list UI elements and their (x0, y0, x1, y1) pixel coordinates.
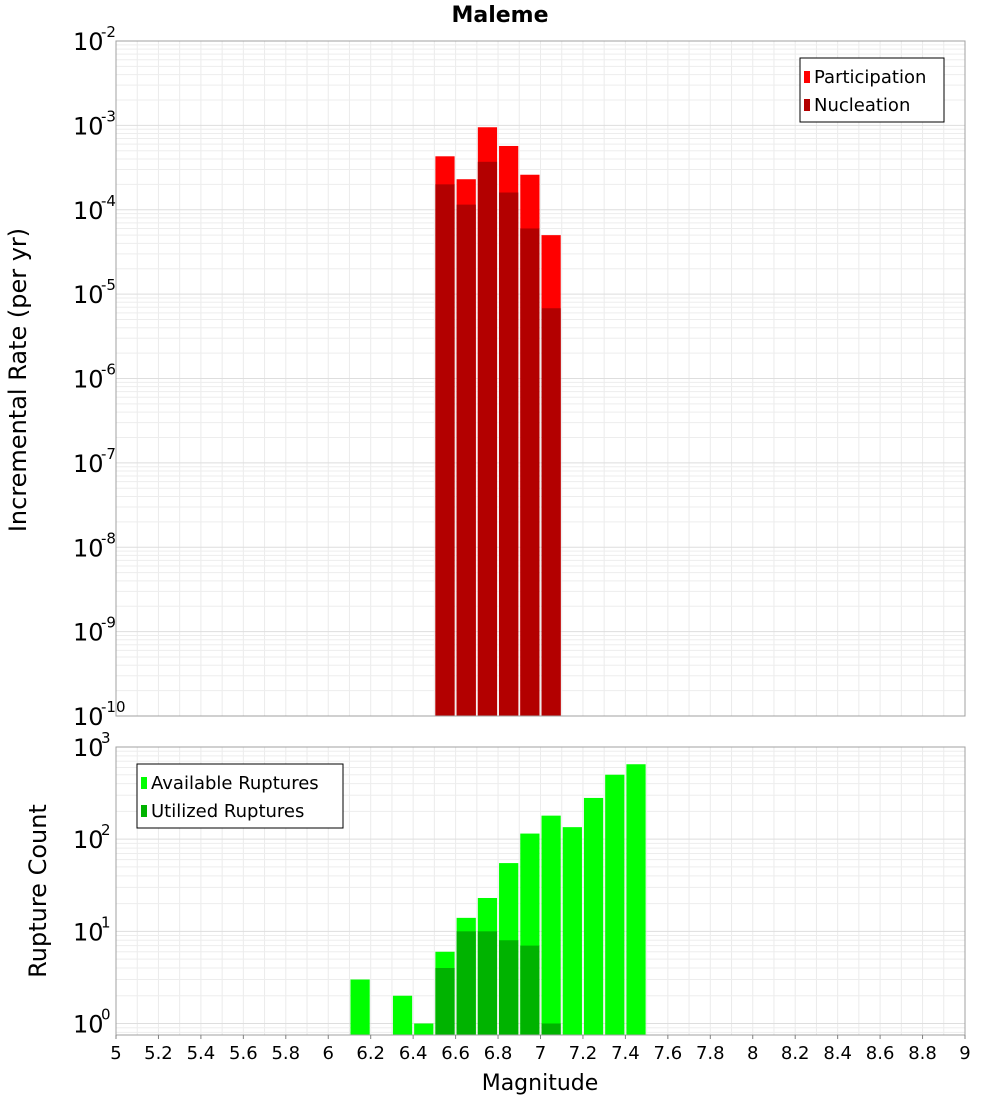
top-y-tick-label: 10 (73, 112, 104, 140)
bottom-legend-box (136, 763, 344, 829)
top-y-tick-label: 10 (73, 28, 104, 56)
bottom-x-tick-label: 6.8 (484, 1043, 513, 1064)
bottom-x-tick-label: 6 (323, 1043, 334, 1064)
top-bar-nucleation (541, 308, 561, 716)
bottom-bar-available-ruptures (541, 815, 561, 1035)
top-y-tick-label: 10 (73, 281, 104, 309)
top-y-tick-label: 10 (73, 197, 104, 225)
bottom-bar-utilized-ruptures (499, 940, 519, 1035)
bottom-x-tick-label: 8.2 (781, 1043, 810, 1064)
top-y-tick-label: 10 (73, 366, 104, 394)
bottom-y-tick-exponent: 1 (101, 913, 111, 931)
bottom-x-tick-label: 5.4 (187, 1043, 216, 1064)
top-y-tick-exponent: -6 (101, 361, 116, 379)
bottom-x-tick-label: 6.4 (399, 1043, 428, 1064)
bottom-x-tick-label: 8.4 (823, 1043, 852, 1064)
bottom-y-tick-exponent: 3 (101, 729, 111, 747)
chart-title: Maleme (451, 3, 548, 28)
bottom-x-tick-label: 5.6 (229, 1043, 258, 1064)
top-y-tick-exponent: -9 (101, 614, 116, 632)
bottom-bar-available-ruptures (605, 774, 625, 1035)
bottom-y-tick-label: 10 (73, 734, 104, 762)
bottom-legend-label: Utilized Ruptures (151, 801, 304, 822)
bottom-legend-swatch (141, 805, 147, 817)
top-y-tick-exponent: -4 (101, 192, 116, 210)
bottom-y-tick-label: 10 (73, 1010, 104, 1038)
top-y-tick-exponent: -5 (101, 276, 116, 294)
top-bar-nucleation (477, 161, 498, 716)
top-y-tick-exponent: -8 (101, 529, 116, 547)
top-y-tick-label: 10 (73, 534, 104, 562)
bottom-bar-available-ruptures (583, 797, 604, 1035)
bottom-x-tick-label: 8.6 (866, 1043, 895, 1064)
bottom-x-tick-label: 7.8 (696, 1043, 725, 1064)
bottom-legend-swatch (141, 777, 147, 789)
top-y-tick-exponent: -2 (101, 23, 116, 41)
bottom-bar-available-ruptures (350, 979, 370, 1035)
top-bar-nucleation (456, 204, 476, 717)
bottom-y-tick-exponent: 2 (101, 821, 111, 839)
top-grid (115, 40, 966, 717)
bottom-bar-utilized-ruptures (520, 945, 540, 1035)
bottom-grid (115, 746, 966, 1035)
bottom-x-tick-label: 8.8 (908, 1043, 937, 1064)
bottom-legend-label: Available Ruptures (151, 773, 319, 794)
top-legend-label: Participation (814, 67, 926, 88)
bottom-bar-available-ruptures (562, 827, 582, 1035)
bottom-x-tick-label: 7.4 (611, 1043, 640, 1064)
bottom-x-tick-label: 5.8 (271, 1043, 300, 1064)
top-y-tick-label: 10 (73, 619, 104, 647)
bottom-x-tick-label: 6.6 (441, 1043, 470, 1064)
top-y-tick-label: 10 (73, 450, 104, 478)
bottom-legend: Available Ruptures Utilized Ruptures (136, 763, 344, 829)
bottom-bar-utilized-ruptures (541, 1023, 561, 1035)
bottom-x-tick-label: 8 (747, 1043, 758, 1064)
bottom-bar-utilized-ruptures (456, 931, 476, 1035)
top-y-axis-label: Incremental Rate (per yr) (4, 228, 32, 532)
bottom-bar-available-ruptures (626, 764, 646, 1035)
top-series-1 (435, 161, 561, 717)
top-legend-swatch (804, 71, 810, 83)
top-bar-nucleation (520, 228, 540, 716)
bottom-y-tick-label: 10 (73, 918, 104, 946)
top-legend: Participation Nucleation (799, 57, 945, 123)
top-legend-box (799, 57, 945, 123)
top-y-tick-exponent: -10 (101, 698, 126, 716)
bottom-bar-utilized-ruptures (435, 967, 455, 1035)
bottom-x-tick-label: 7.2 (569, 1043, 598, 1064)
bottom-y-tick-exponent: 0 (101, 1005, 111, 1023)
bottom-x-tick-label: 7 (535, 1043, 546, 1064)
bottom-x-tick-label: 5 (110, 1043, 121, 1064)
bottom-x-tick-label: 9 (959, 1043, 970, 1064)
top-legend-label: Nucleation (814, 95, 910, 116)
bottom-y-axis-label: Rupture Count (24, 804, 52, 978)
top-legend-swatch (804, 99, 810, 111)
top-bar-nucleation (499, 192, 519, 717)
x-axis-label: Magnitude (482, 1071, 599, 1096)
top-plot-border (115, 40, 966, 717)
bottom-bar-utilized-ruptures (477, 931, 498, 1035)
bottom-y-tick-label: 10 (73, 826, 104, 854)
top-y-tick-exponent: -7 (101, 445, 116, 463)
bottom-x-tick-label: 7.6 (654, 1043, 683, 1064)
top-bar-nucleation (435, 184, 455, 717)
bottom-x-tick-label: 5.2 (144, 1043, 173, 1064)
top-plot-area: 10-1010-910-810-710-610-510-410-310-2Par… (73, 23, 966, 731)
bottom-bar-available-ruptures (392, 995, 413, 1035)
bottom-x-tick-label: 6.2 (356, 1043, 385, 1064)
top-y-tick-exponent: -3 (101, 107, 116, 125)
top-y-tick-label: 10 (73, 703, 104, 731)
bottom-series-1 (435, 931, 561, 1035)
bottom-bar-available-ruptures (414, 1023, 434, 1035)
